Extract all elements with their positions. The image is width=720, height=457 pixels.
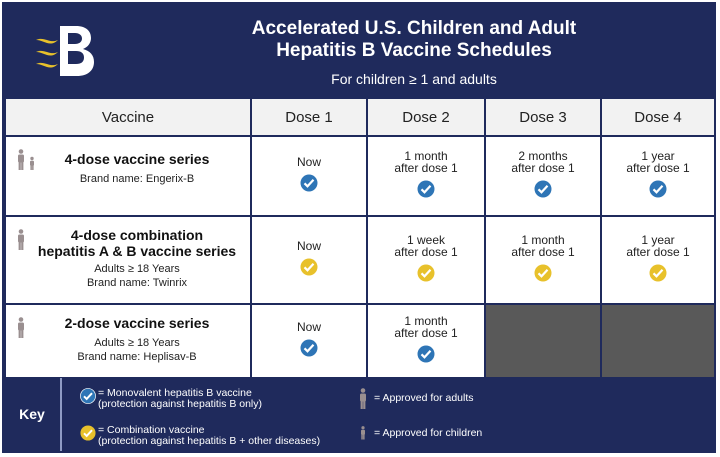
- dose-timing-detail: after dose 1: [394, 325, 458, 340]
- dose-timing-detail: after dose 1: [394, 244, 458, 259]
- dose-timing: 1 month: [404, 313, 448, 328]
- table-row: 4-dose vaccine series Brand name: Engeri…: [4, 135, 716, 217]
- vaccine-name-line-2: hepatitis A & B vaccine series: [37, 243, 237, 259]
- logo-b-icon: [36, 26, 94, 76]
- dose-timing: 1 year: [641, 148, 675, 163]
- dose-cell: Now: [250, 135, 368, 217]
- schedule-infographic: Accelerated U.S. Children and Adult Hepa…: [2, 2, 716, 453]
- column-header-dose-2: Dose 2: [366, 97, 486, 137]
- schedule-table: Vaccine Dose 1 Dose 2 Dose 3 Dose 4: [4, 97, 716, 379]
- brand-name: Brand name: Engerix-B: [79, 173, 195, 185]
- table-row: 4-dose combination hepatitis A & B vacci…: [4, 215, 716, 305]
- key-label: Key: [4, 378, 62, 451]
- vaccine-cell: 2-dose vaccine series Adults ≥ 18 Years …: [4, 303, 252, 379]
- dose-cell: 1 year after dose 1: [600, 215, 716, 305]
- child-person-icon: [361, 426, 365, 440]
- column-header-dose-4: Dose 4: [600, 97, 716, 137]
- checkmark-blue-icon: [300, 339, 318, 356]
- column-header-dose-1: Dose 1: [250, 97, 368, 137]
- dose-timing: Now: [296, 154, 321, 169]
- dose-timing-detail: after dose 1: [626, 244, 690, 259]
- dose-cell: 1 year after dose 1: [600, 135, 716, 217]
- dose-timing-detail: after dose 1: [626, 160, 690, 175]
- vaccine-cell: 4-dose vaccine series Brand name: Engeri…: [4, 135, 252, 217]
- title-line-1: Accelerated U.S. Children and Adult: [251, 18, 577, 39]
- dose-timing: 1 year: [641, 232, 675, 247]
- vaccine-cell: 4-dose combination hepatitis A & B vacci…: [4, 215, 252, 305]
- age-requirement: Adults ≥ 18 Years: [94, 263, 180, 275]
- checkmark-blue-icon: [80, 388, 96, 404]
- table-header-row: Vaccine Dose 1 Dose 2 Dose 3 Dose 4: [4, 97, 716, 137]
- dose-timing-detail: after dose 1: [511, 160, 575, 175]
- dose-timing-detail: after dose 1: [511, 244, 575, 259]
- key-legend: Key = Monovalent hepatitis B vaccine (pr…: [4, 378, 714, 451]
- dose-cell: Now: [250, 215, 368, 305]
- checkmark-yellow-icon: [534, 264, 552, 281]
- dose-cell: 1 month after dose 1: [366, 303, 486, 379]
- checkmark-blue-icon: [417, 180, 435, 197]
- page-title: Accelerated U.S. Children and Adult Hepa…: [124, 18, 704, 62]
- dose-cell: 1 month after dose 1: [366, 135, 486, 217]
- dose-cell: 2 months after dose 1: [484, 135, 602, 217]
- checkmark-yellow-icon: [300, 258, 318, 275]
- key-children-text: = Approved for children: [374, 427, 483, 439]
- empty-dose-cell: [600, 303, 716, 379]
- vaccine-name: 4-dose vaccine series: [64, 151, 210, 167]
- checkmark-blue-icon: [417, 345, 435, 362]
- dose-timing-detail: after dose 1: [394, 160, 458, 175]
- vaccine-name: 2-dose vaccine series: [64, 315, 210, 331]
- checkmark-blue-icon: [649, 180, 667, 197]
- title-line-2: Hepatitis B Vaccine Schedules: [276, 40, 552, 61]
- checkmark-yellow-icon: [80, 425, 96, 441]
- age-requirement: Adults ≥ 18 Years: [94, 337, 180, 349]
- dose-timing: 2 months: [518, 148, 568, 163]
- key-combination-text: = Combination vaccine: [98, 424, 205, 436]
- adult-person-icon: [18, 229, 24, 250]
- column-header-dose-3: Dose 3: [484, 97, 602, 137]
- page-subtitle: For children ≥ 1 and adults: [331, 71, 497, 87]
- key-monovalent-detail: (protection against hepatitis B only): [98, 398, 263, 410]
- dose-timing: 1 month: [404, 148, 448, 163]
- key-monovalent-text: = Monovalent hepatitis B vaccine: [98, 387, 252, 399]
- adult-person-icon: [18, 317, 24, 338]
- brand-name: Brand name: Twinrix: [86, 277, 188, 289]
- header: Accelerated U.S. Children and Adult Hepa…: [4, 4, 714, 97]
- column-header-vaccine: Vaccine: [4, 97, 252, 137]
- key-adults-text: = Approved for adults: [374, 392, 474, 404]
- empty-dose-cell: [484, 303, 602, 379]
- dose-timing: 1 week: [406, 232, 446, 247]
- table-row: 2-dose vaccine series Adults ≥ 18 Years …: [4, 303, 716, 379]
- key-combination-detail: (protection against hepatitis B + other …: [98, 435, 321, 447]
- checkmark-yellow-icon: [417, 264, 435, 281]
- vaccine-name-line-1: 4-dose combination: [70, 227, 204, 243]
- dose-cell: 1 month after dose 1: [484, 215, 602, 305]
- dose-timing: Now: [296, 238, 321, 253]
- adult-and-child-icon: [18, 149, 34, 170]
- checkmark-blue-icon: [534, 180, 552, 197]
- checkmark-yellow-icon: [649, 264, 667, 281]
- dose-cell: Now: [250, 303, 368, 379]
- adult-person-icon: [18, 149, 24, 170]
- dose-timing: Now: [296, 319, 321, 334]
- dose-timing: 1 month: [521, 232, 565, 247]
- dose-cell: 1 week after dose 1: [366, 215, 486, 305]
- checkmark-blue-icon: [300, 174, 318, 191]
- adult-person-icon: [360, 388, 366, 409]
- brand-name: Brand name: Heplisav-B: [77, 351, 197, 363]
- child-person-icon: [30, 156, 34, 170]
